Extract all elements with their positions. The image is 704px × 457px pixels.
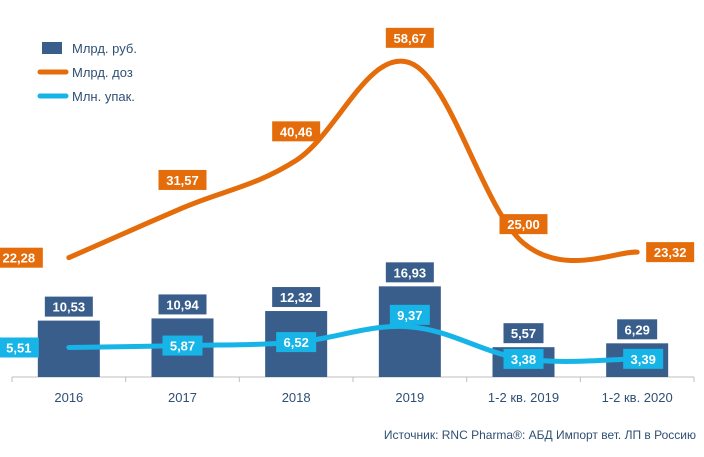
dose-value-label: 31,57 — [166, 173, 199, 188]
bar-value-label-box — [385, 262, 434, 283]
dose-value-label-box — [158, 169, 207, 190]
package-value-label: 9,37 — [397, 308, 422, 323]
x-tick-label: 2016 — [54, 390, 83, 405]
legend-label: Млрд. руб. — [72, 41, 137, 56]
legend-label: Млн. упак. — [72, 89, 135, 104]
package-value-label-box — [276, 332, 317, 353]
package-value-label: 5,87 — [170, 339, 195, 354]
package-value-label-box — [623, 348, 664, 369]
dose-value-label-box — [272, 121, 321, 142]
bar-value-label-box — [158, 294, 207, 315]
bar-value-label: 10,94 — [166, 297, 199, 312]
legend-swatch — [42, 42, 62, 54]
x-tick-label: 2019 — [395, 390, 424, 405]
package-value-label-box — [503, 348, 544, 369]
x-tick-label: 2018 — [282, 390, 311, 405]
series-line — [66, 58, 640, 264]
bar-value-label: 16,93 — [394, 265, 427, 280]
x-tick-label: 1-2 кв. 2019 — [488, 390, 559, 405]
package-value-label: 6,52 — [284, 335, 309, 350]
bar-value-label: 5,57 — [511, 326, 536, 341]
dose-value-label-box — [646, 242, 695, 263]
x-tick-label: 2017 — [168, 390, 197, 405]
dose-value-label: 22,28 — [3, 251, 36, 266]
legend-label: Млрд. доз — [72, 65, 133, 80]
bar-value-label-box — [44, 296, 93, 317]
bar-value-label-box — [503, 323, 544, 344]
bar-value-label: 10,53 — [53, 300, 86, 315]
bar-value-label-box — [272, 287, 321, 308]
package-value-label-box — [162, 335, 203, 356]
dose-value-label: 25,00 — [507, 217, 540, 232]
package-value-label-box — [389, 304, 430, 325]
dose-value-label: 40,46 — [280, 124, 313, 139]
bar-value-label: 6,29 — [625, 322, 650, 337]
package-value-label: 3,38 — [511, 352, 536, 367]
dose-value-label-box — [499, 214, 548, 235]
package-value-label: 3,39 — [631, 352, 656, 367]
package-value-label: 5,51 — [6, 340, 31, 355]
bar-value-label-box — [617, 319, 658, 340]
dose-value-label-box — [0, 247, 43, 268]
dose-value-label: 23,32 — [654, 245, 687, 260]
x-tick-label: 1-2 кв. 2020 — [602, 390, 673, 405]
dose-value-label: 58,67 — [394, 31, 427, 46]
dose-value-label-box — [385, 27, 434, 48]
source-note: Источник: RNC Pharma®: АБД Импорт вет. Л… — [383, 428, 696, 442]
package-value-label-box — [0, 337, 39, 358]
bar-value-label: 12,32 — [280, 290, 313, 305]
